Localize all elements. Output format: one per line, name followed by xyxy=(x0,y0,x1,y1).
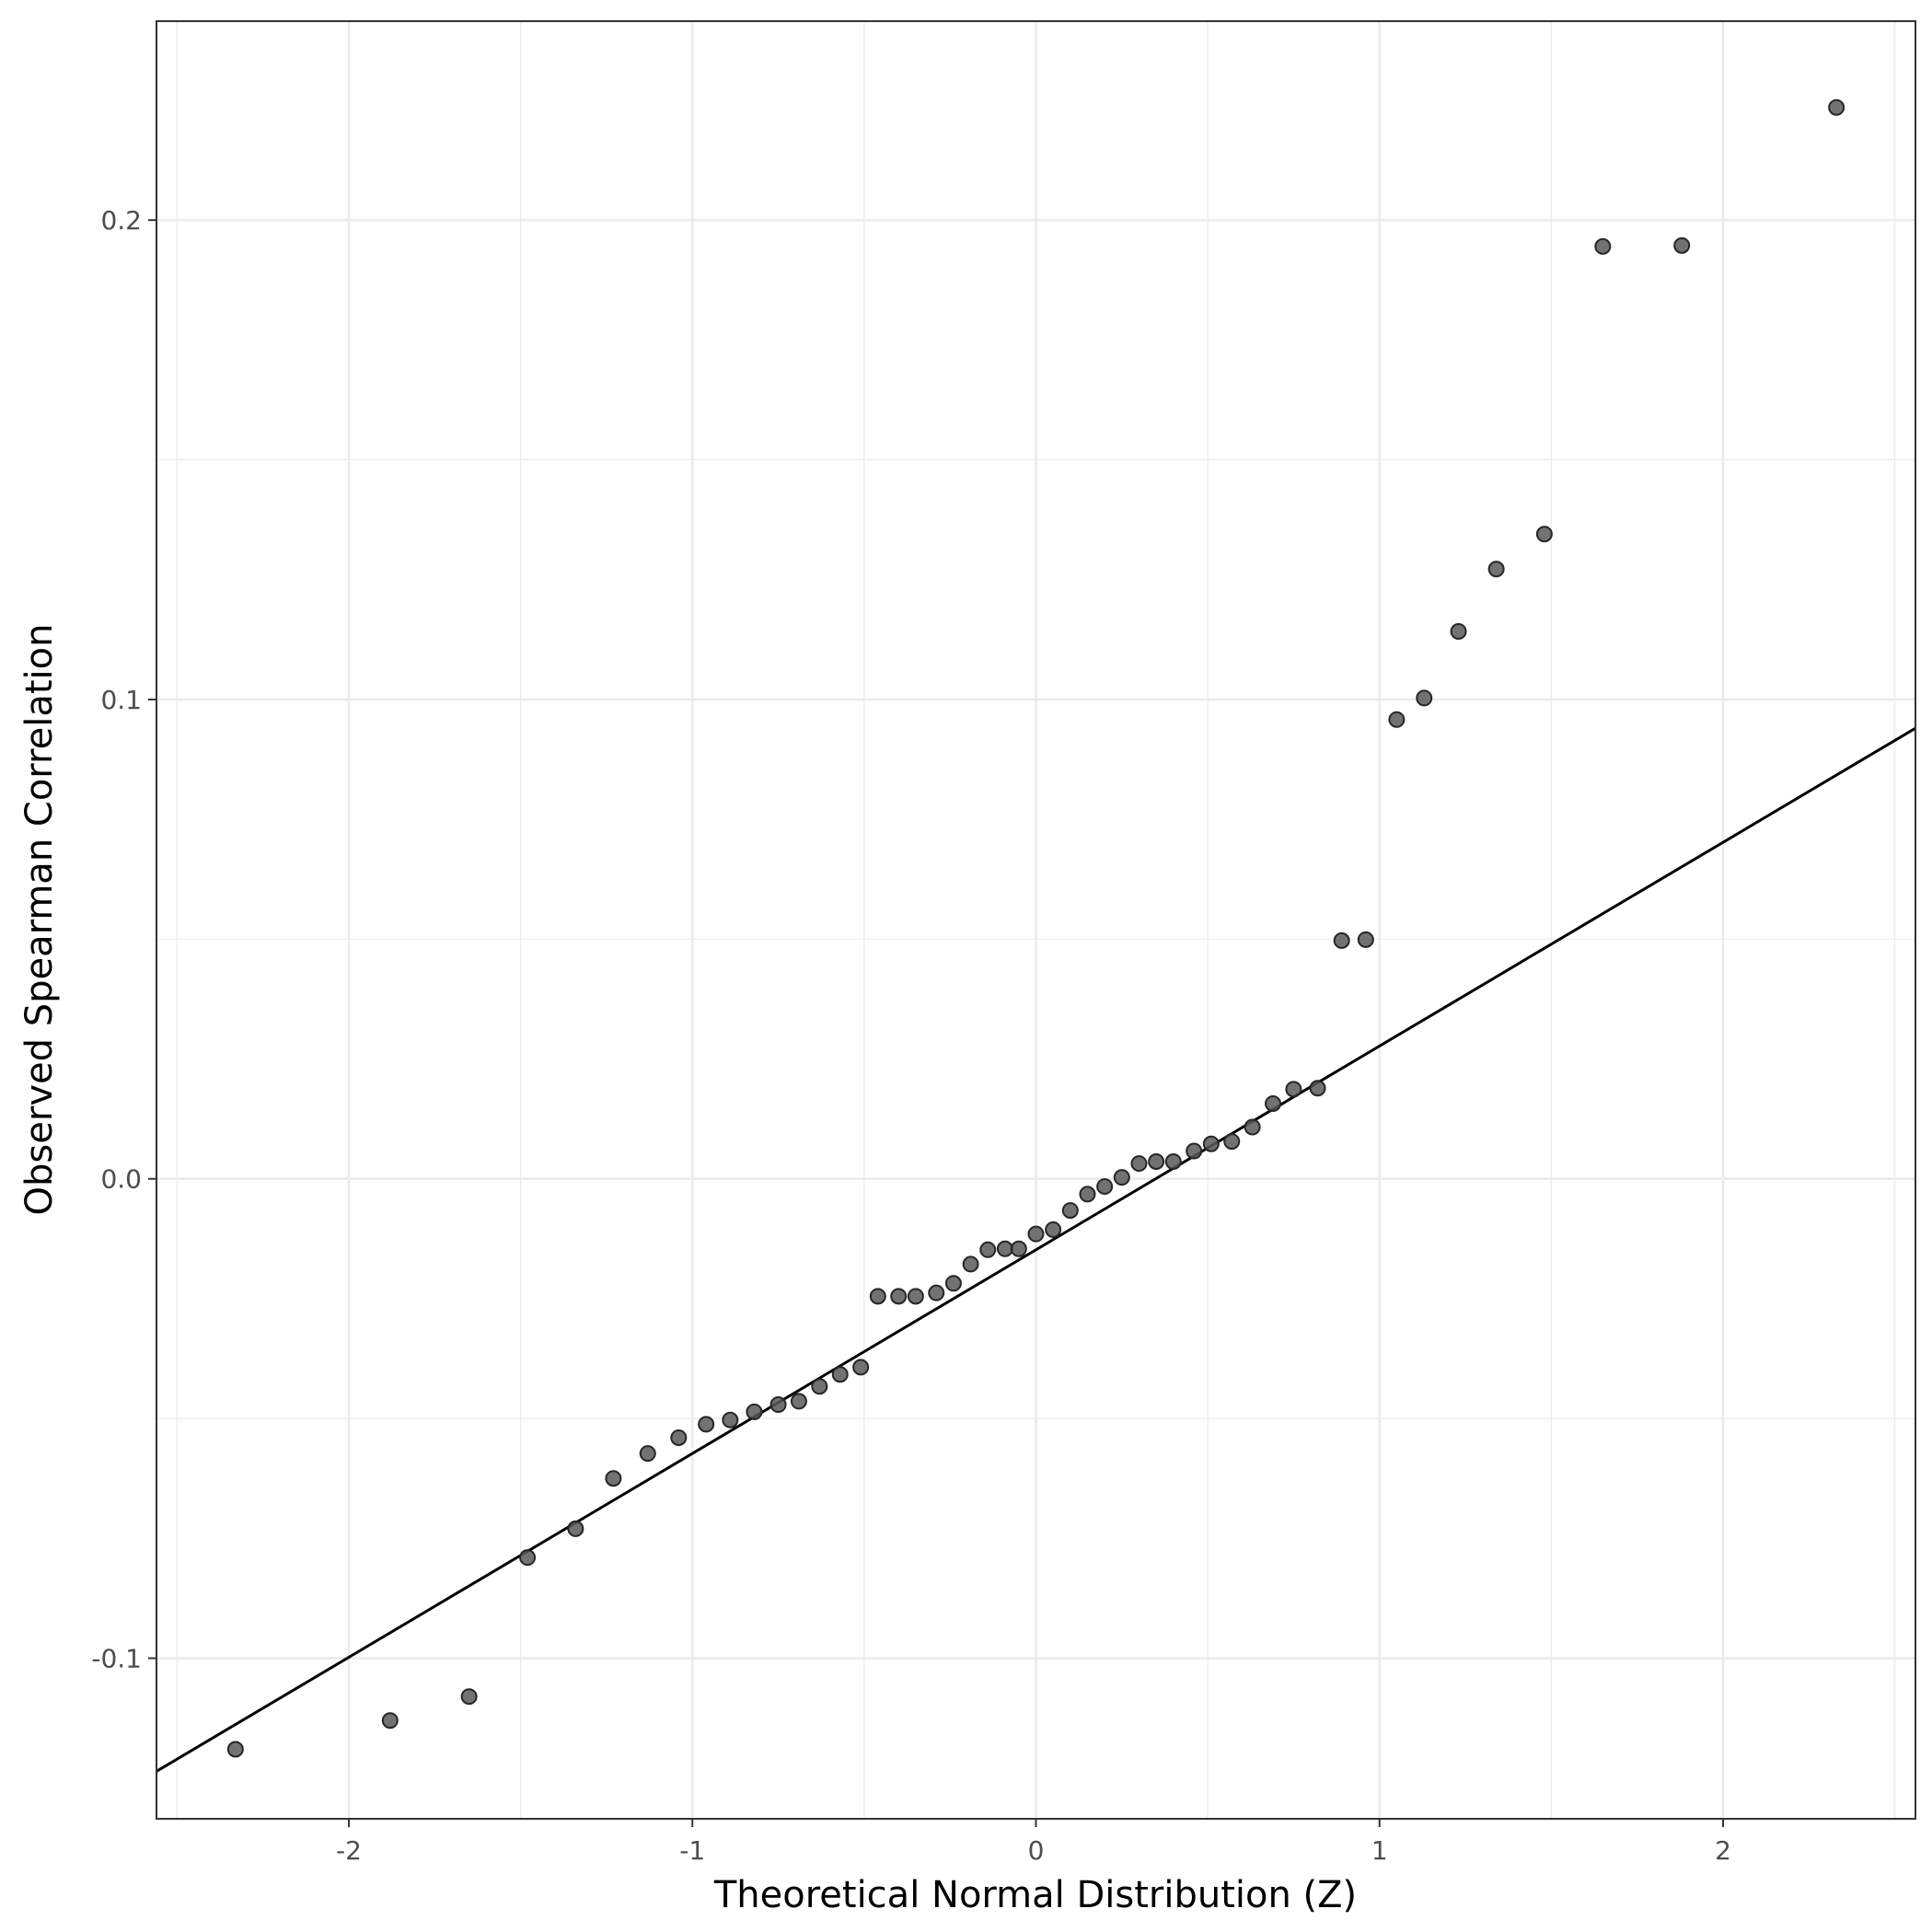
data-point xyxy=(1079,1186,1096,1203)
data-point xyxy=(944,1275,962,1292)
data-point xyxy=(1096,1178,1114,1196)
y-axis-title: Observed Spearman Correlation xyxy=(18,624,61,1216)
data-point xyxy=(1416,689,1433,707)
data-point xyxy=(1223,1133,1241,1151)
x-tick-label: 1 xyxy=(1371,1835,1388,1866)
x-axis-ticks: -2 -1 0 1 2 xyxy=(336,1819,1731,1866)
data-point xyxy=(907,1288,924,1305)
data-point xyxy=(1487,561,1505,578)
points-layer xyxy=(226,98,1845,1758)
reference-line-layer xyxy=(156,726,1916,1773)
y-tick-label: 0.2 xyxy=(100,205,142,236)
y-tick-label: -0.1 xyxy=(91,1644,142,1674)
y-tick-label: 0.1 xyxy=(100,685,142,715)
y-tick-label: 0.0 xyxy=(100,1164,142,1195)
y-axis-ticks: -0.1 0.0 0.1 0.2 xyxy=(91,205,156,1674)
data-point xyxy=(1309,1080,1326,1097)
data-point xyxy=(639,1445,656,1463)
data-point xyxy=(1828,98,1845,116)
data-point xyxy=(746,1403,763,1420)
data-point xyxy=(1333,931,1350,949)
data-point xyxy=(928,1284,945,1301)
data-point xyxy=(1265,1094,1282,1112)
data-point xyxy=(1130,1155,1148,1173)
data-point xyxy=(1113,1169,1130,1186)
data-point xyxy=(1010,1240,1027,1257)
reference-line xyxy=(156,726,1916,1773)
data-point xyxy=(1202,1135,1220,1152)
data-point xyxy=(790,1393,807,1410)
data-point xyxy=(1164,1152,1182,1170)
data-point xyxy=(831,1366,849,1383)
data-point xyxy=(698,1416,715,1433)
data-point xyxy=(1594,237,1612,255)
data-point xyxy=(1186,1142,1203,1160)
data-point xyxy=(869,1288,886,1305)
data-point xyxy=(979,1241,997,1258)
x-axis-title: Theoretical Normal Distribution (Z) xyxy=(713,1874,1357,1916)
x-tick-label: -2 xyxy=(336,1835,362,1866)
data-point xyxy=(670,1429,688,1446)
data-point xyxy=(460,1688,478,1706)
data-point xyxy=(1285,1081,1302,1098)
data-point xyxy=(996,1240,1013,1257)
x-tick-label: 2 xyxy=(1715,1835,1731,1866)
data-point xyxy=(769,1396,787,1414)
data-point xyxy=(381,1712,399,1730)
x-tick-label: 0 xyxy=(1028,1835,1045,1866)
data-point xyxy=(605,1470,622,1487)
data-point xyxy=(1148,1152,1165,1170)
data-point xyxy=(811,1378,828,1395)
data-point xyxy=(1357,931,1374,948)
data-point xyxy=(1027,1225,1045,1243)
data-point xyxy=(890,1288,908,1305)
data-point xyxy=(1061,1202,1079,1220)
data-point xyxy=(852,1359,870,1376)
data-point xyxy=(1045,1221,1062,1238)
data-point xyxy=(567,1520,584,1537)
data-point xyxy=(722,1411,739,1429)
x-tick-label: -1 xyxy=(679,1835,705,1866)
data-point xyxy=(1673,237,1691,254)
data-point xyxy=(519,1549,537,1567)
data-point xyxy=(1450,622,1467,640)
data-point xyxy=(226,1741,244,1758)
data-point xyxy=(1388,711,1406,728)
major-gridlines xyxy=(156,21,1915,1819)
data-point xyxy=(1535,526,1553,543)
data-point xyxy=(962,1255,979,1273)
data-point xyxy=(1244,1118,1261,1136)
